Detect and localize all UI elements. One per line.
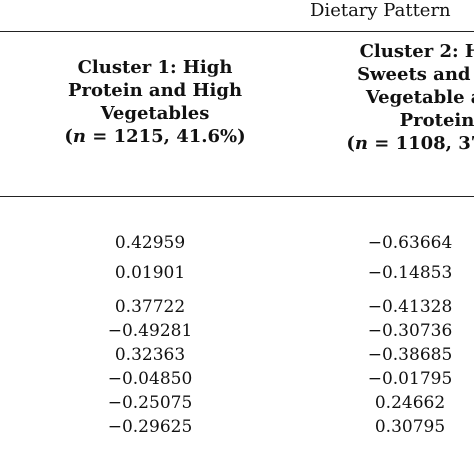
cell-cluster-2: −0.41328 [367,297,453,317]
n-value: = 1108, 37.9%) [374,133,474,154]
table-row: −0.25075 0.24662 [0,392,474,414]
column-sample-size: (n = 1108, 37.9%) [302,132,474,155]
column-header-line: Sweets and Low [357,64,474,85]
top-rule [0,31,474,32]
column-header-line: Vegetables [100,103,210,124]
column-header-line: Cluster 1: High [77,57,233,78]
cell-cluster-2: −0.14853 [367,263,453,283]
cell-cluster-1: 0.01901 [114,263,186,283]
column-sample-size: (n = 1215, 41.6%) [20,125,290,148]
column-header-cluster-1: Cluster 1: High Protein and High Vegetab… [20,56,290,148]
table-row: 0.37722 −0.41328 [0,296,474,318]
cell-cluster-1: 0.42959 [114,233,186,253]
table-row: 0.42959 −0.63664 [0,232,474,254]
cell-cluster-2: −0.30736 [367,321,453,341]
cell-cluster-2: −0.38685 [367,345,453,365]
n-value: = 1215, 41.6%) [85,126,246,147]
cell-cluster-2: 0.24662 [374,393,446,413]
cell-cluster-1: 0.37722 [114,297,186,317]
cell-cluster-1: −0.04850 [107,369,193,389]
header-rule [0,196,474,197]
cell-cluster-1: −0.25075 [107,393,193,413]
column-header-line: Protein [399,110,474,131]
n-variable: n [72,126,86,147]
group-header: Dietary Pattern [310,0,451,21]
cell-cluster-2: −0.01795 [367,369,453,389]
cell-cluster-1: −0.49281 [107,321,193,341]
table-row: 0.32363 −0.38685 [0,344,474,366]
column-header-line: Vegetable and [365,87,474,108]
cell-cluster-1: −0.29625 [107,417,193,437]
n-prefix: ( [64,126,73,147]
cell-cluster-2: −0.63664 [367,233,453,253]
cell-cluster-2: 0.30795 [374,417,446,437]
table-row: 0.01901 −0.14853 [0,262,474,284]
column-header-line: Cluster 2: High [359,41,474,62]
column-header-cluster-2: Cluster 2: High Sweets and Low Vegetable… [302,40,474,155]
cell-cluster-1: 0.32363 [114,345,186,365]
table-row: −0.29625 0.30795 [0,416,474,438]
column-header-line: Protein and High [67,80,243,101]
n-variable: n [354,133,368,154]
table-row: −0.49281 −0.30736 [0,320,474,342]
table-row: −0.04850 −0.01795 [0,368,474,390]
n-prefix: ( [346,133,355,154]
